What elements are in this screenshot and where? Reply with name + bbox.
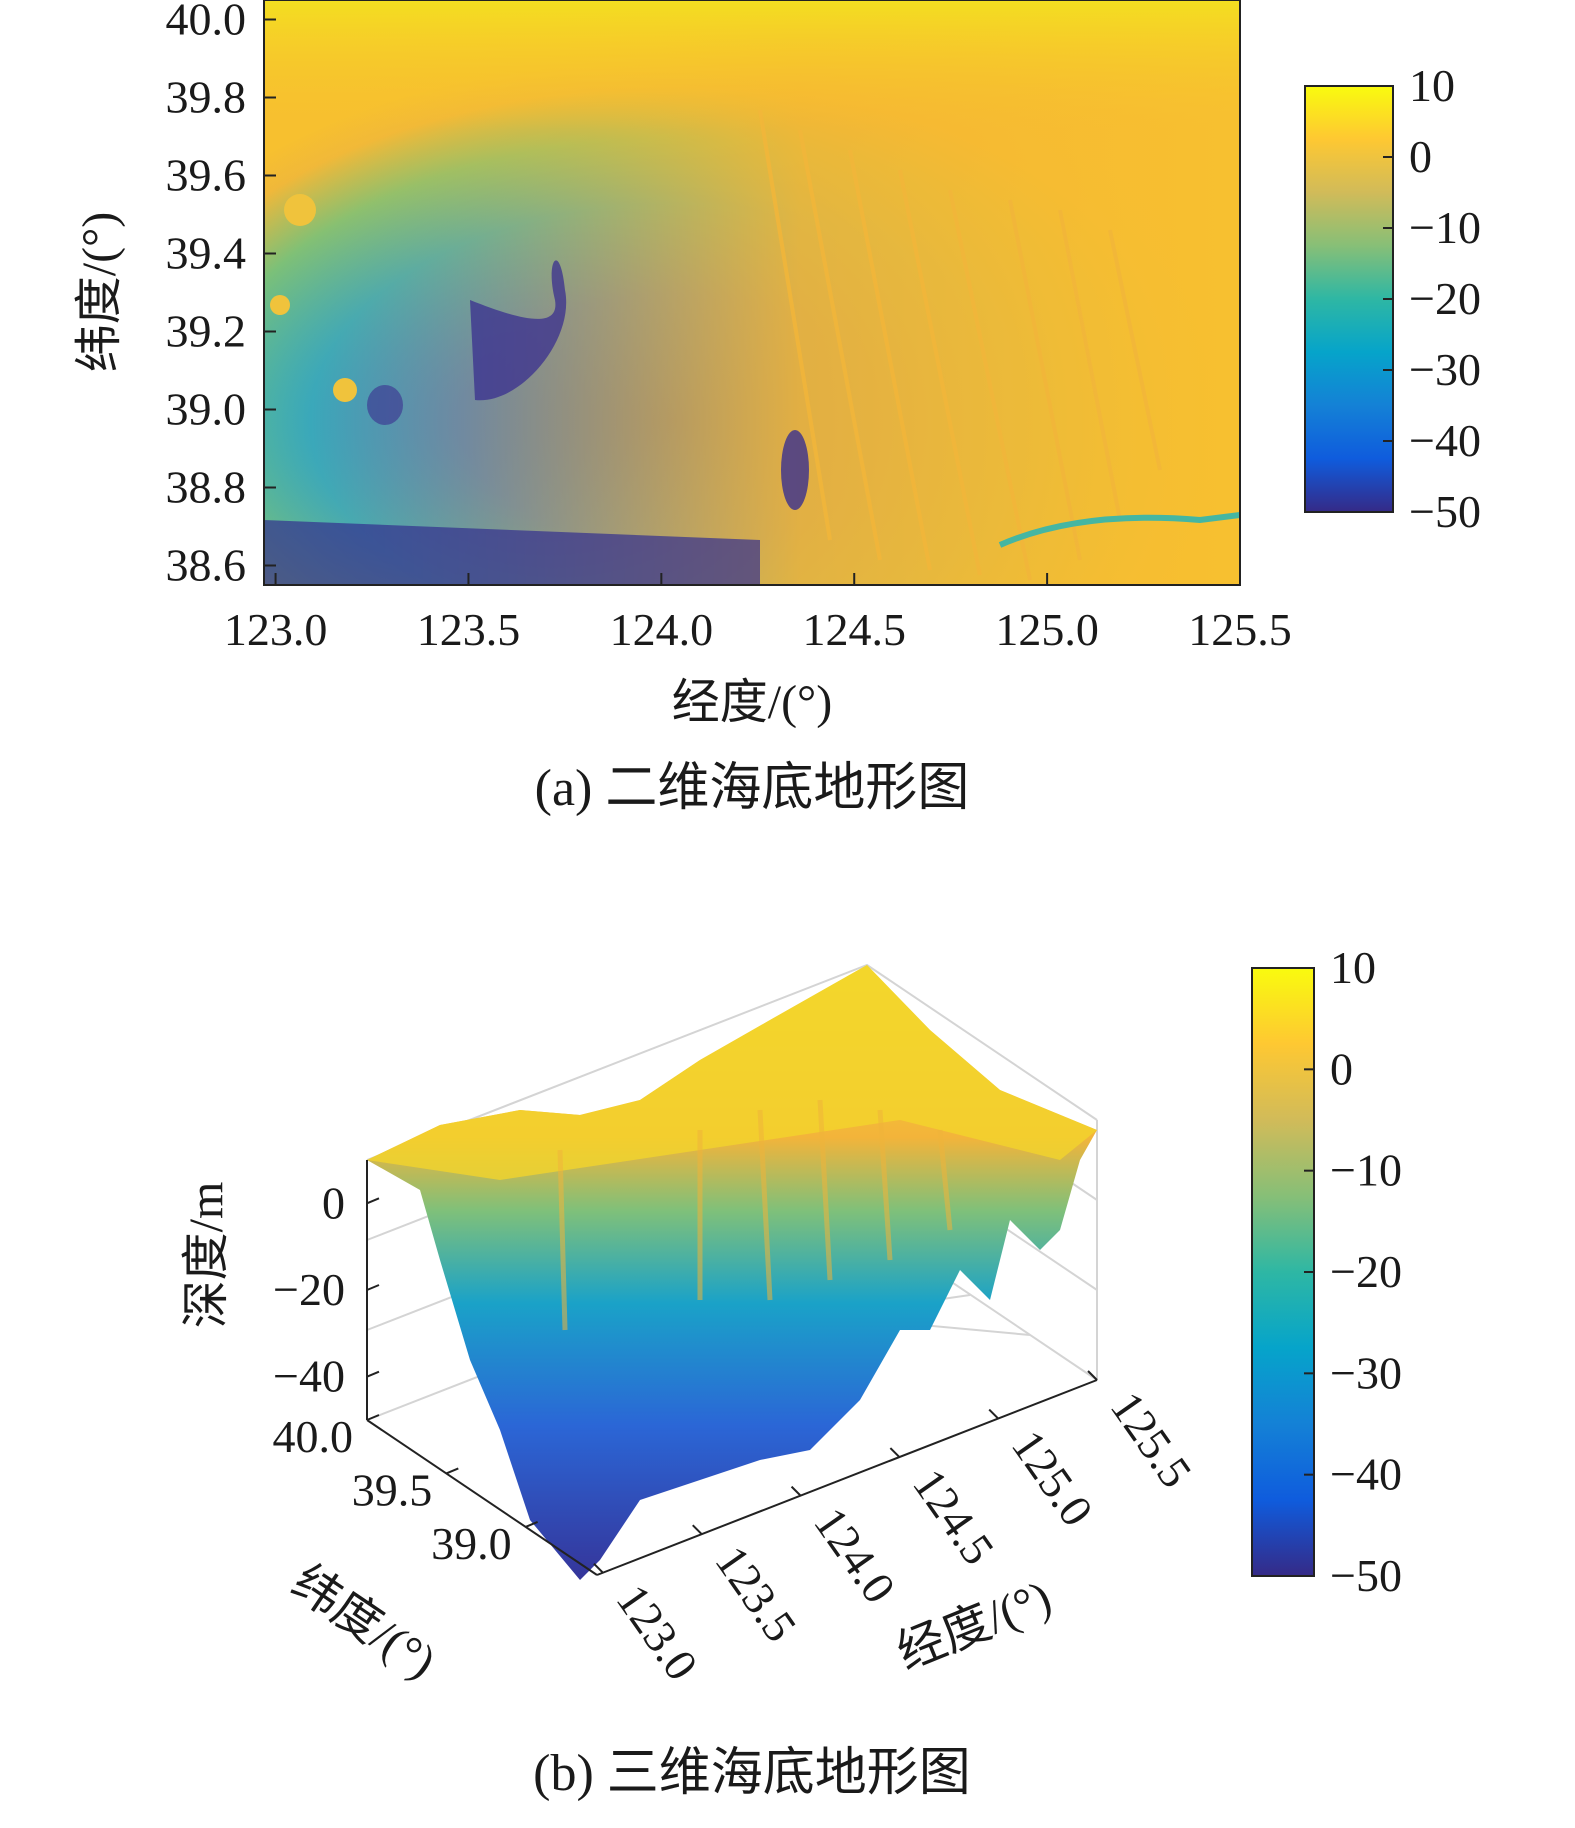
x-tick-label-b: 125.5 xyxy=(1101,1382,1202,1496)
y-tick-mark-b xyxy=(445,1467,459,1475)
x-tick-mark-b xyxy=(692,1524,703,1535)
x-tick-mark-b xyxy=(593,1562,604,1574)
colorbar-b: 10 0 −10 −20 −30 −40 −50 xyxy=(1251,942,1402,1601)
z-tick-label-b: −40 xyxy=(273,1351,345,1402)
x-tick-label-b: 124.0 xyxy=(804,1498,905,1612)
x-tick-mark-b xyxy=(988,1408,999,1420)
y-tick-label-b: 39.0 xyxy=(431,1518,512,1569)
x-tick-mark-b xyxy=(790,1485,802,1497)
z-tick-mark-b xyxy=(366,1284,380,1291)
panel-a: 123.0 123.5 124.0 124.5 125.0 125.5 38.638.83… xyxy=(73,0,1481,817)
x-tick-label-a: 124.0 xyxy=(610,604,714,655)
heatmap-a xyxy=(264,0,1240,585)
colorbar-a-tick-label: −40 xyxy=(1409,415,1481,466)
x-tick-label-a: 124.5 xyxy=(802,604,906,655)
y-tick-label-a: 39.6 xyxy=(166,150,247,201)
y-ticks-a: 38.6 38.8 39.0 39.2 39.4 39.6 39.8 40.0 xyxy=(166,0,276,591)
z-tick-mark-b xyxy=(366,1197,380,1205)
y-tick-label-b: 39.5 xyxy=(352,1464,433,1515)
caption-a: (a) 二维海底地形图 xyxy=(535,760,970,817)
colorbar-b-tick-label: −30 xyxy=(1330,1347,1402,1398)
y-axis-label-b: 纬度/(°) xyxy=(282,1555,445,1689)
z-tick-label-b: −20 xyxy=(273,1264,345,1315)
y-tick-label-a: 39.0 xyxy=(166,384,247,435)
x-tick-label-b: 123.0 xyxy=(607,1575,708,1689)
z-ticks-b: 0 −20 −40 xyxy=(273,1177,380,1402)
x-tick-label-a: 125.5 xyxy=(1188,604,1292,655)
colorbar-b-tick-label: 10 xyxy=(1330,942,1376,993)
z-tick-mark-b xyxy=(366,1370,380,1378)
colorbar-a-ticks: 10 0 −10 −20 −30 −40 −50 xyxy=(1383,60,1481,537)
x-ticks-a: 123.0 123.5 124.0 124.5 125.0 125.5 xyxy=(224,573,1292,655)
colorbar-a-gradient xyxy=(1304,85,1394,513)
y-tick-mark-b xyxy=(525,1520,539,1528)
z-axis-label-b: 深度/m xyxy=(180,1182,233,1329)
colorbar-a-tick-label: −30 xyxy=(1409,344,1481,395)
colorbar-b-tick-label: −20 xyxy=(1330,1246,1402,1297)
colorbar-b-tick-label: 0 xyxy=(1330,1043,1353,1094)
z-tick-label-b: 0 xyxy=(322,1177,345,1228)
x-tick-mark-b xyxy=(1087,1370,1098,1381)
colorbar-b-tick-label: −10 xyxy=(1330,1145,1402,1196)
colorbar-a-tick-label: −20 xyxy=(1409,273,1481,324)
x-tick-label-a: 125.0 xyxy=(995,604,1099,655)
x-tick-label-b: 125.0 xyxy=(1002,1421,1103,1535)
x-tick-mark-b xyxy=(889,1447,901,1458)
x-tick-label-b: 124.5 xyxy=(903,1460,1004,1574)
colorbar-a: 10 0 −10 −20 −30 −40 −50 xyxy=(1304,60,1481,537)
colorbar-b-gradient xyxy=(1251,967,1315,1577)
x-axis-label-b: 经度/(°) xyxy=(890,1571,1059,1680)
plot-frame-a xyxy=(263,0,1241,586)
y-tick-label-a: 39.4 xyxy=(166,228,247,279)
colorbar-b-tick-label: −50 xyxy=(1330,1550,1402,1601)
x-axis-label-a: 经度/(°) xyxy=(672,676,833,729)
x-tick-label-a: 123.5 xyxy=(417,604,521,655)
y-tick-label-b: 40.0 xyxy=(273,1411,354,1462)
colorbar-b-ticks: 10 0 −10 −20 −30 −40 −50 xyxy=(1304,942,1402,1601)
x-tick-label-a: 123.0 xyxy=(224,604,328,655)
colorbar-a-tick-label: −10 xyxy=(1409,202,1481,253)
panel-b: 0 −20 −40 39.039.540.0 123.0123.5124.0124.… xyxy=(180,942,1402,1802)
y-tick-label-a: 39.2 xyxy=(166,306,247,357)
y-tick-label-a: 40.0 xyxy=(166,0,247,45)
colorbar-a-tick-label: −50 xyxy=(1409,486,1481,537)
y-tick-mark-b xyxy=(366,1414,380,1421)
colorbar-a-tick-label: 10 xyxy=(1409,60,1455,111)
caption-b: (b) 三维海底地形图 xyxy=(533,1745,971,1802)
y-tick-label-a: 38.8 xyxy=(166,462,247,513)
x-tick-label-b: 123.5 xyxy=(706,1537,807,1651)
y-tick-label-a: 38.6 xyxy=(166,540,247,591)
colorbar-a-tick-label: 0 xyxy=(1409,131,1432,182)
y-tick-label-a: 39.8 xyxy=(166,72,247,123)
colorbar-b-tick-label: −40 xyxy=(1330,1449,1402,1500)
y-axis-label-a: 纬度/(°) xyxy=(73,212,126,373)
y-ticks-b: 39.039.540.0 xyxy=(273,1411,539,1569)
